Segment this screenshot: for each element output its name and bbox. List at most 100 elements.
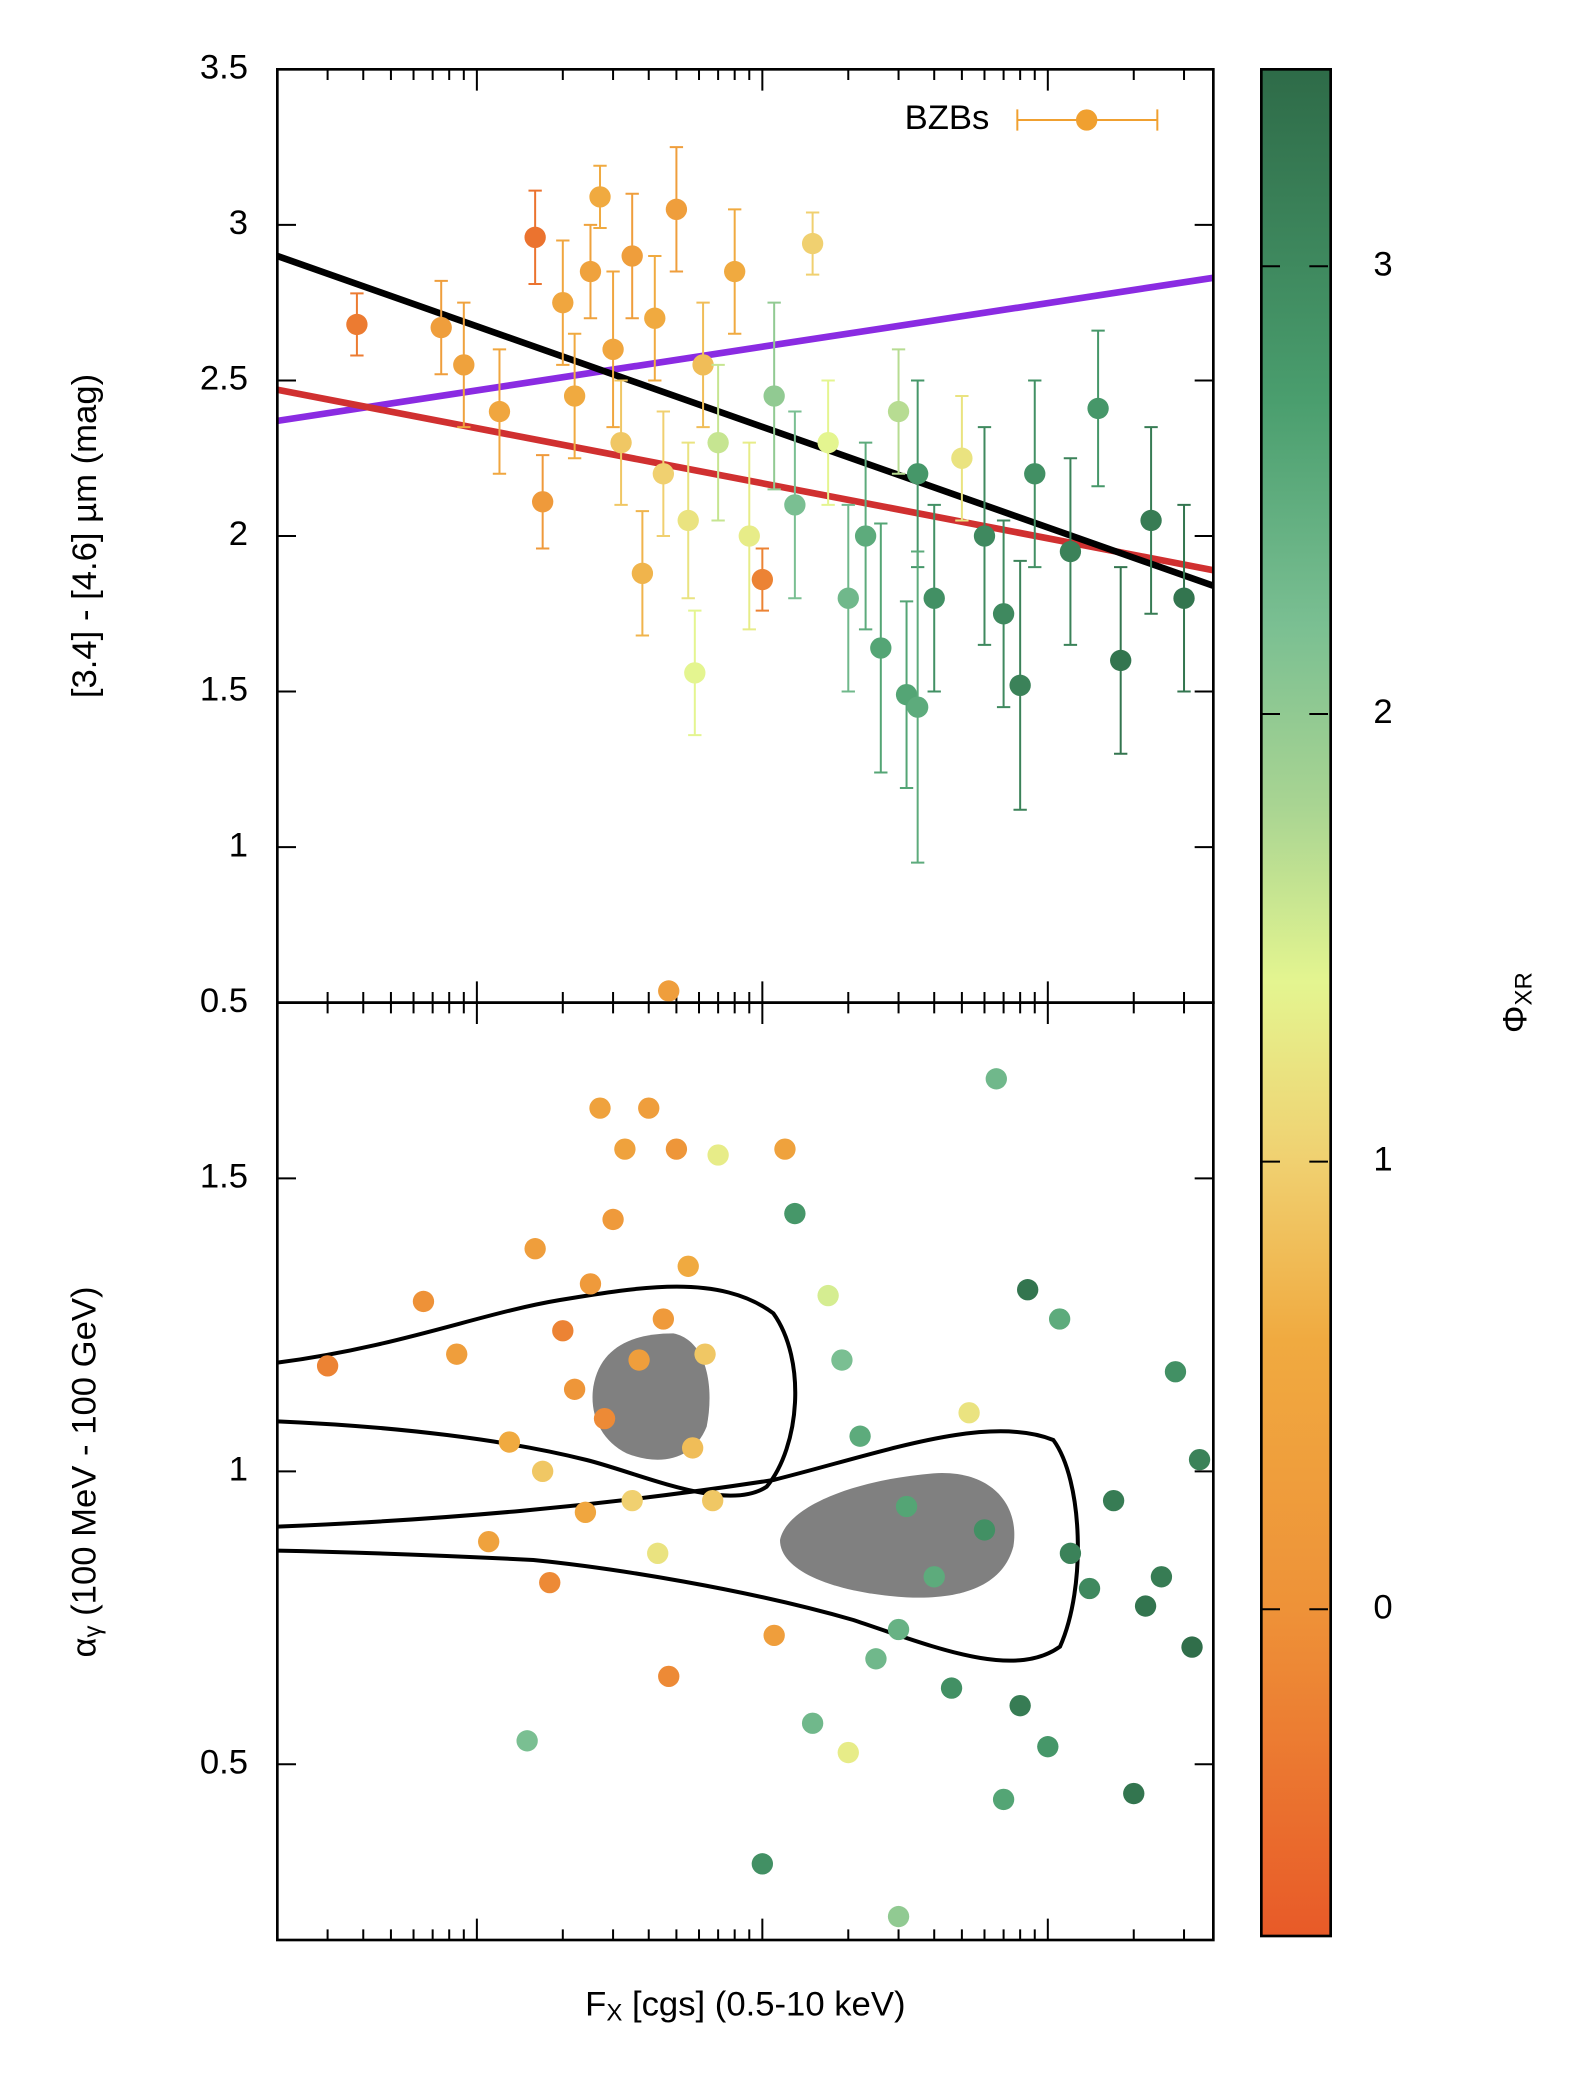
point [652, 1308, 675, 1330]
point [1024, 463, 1046, 485]
point [1037, 1736, 1059, 1758]
point [849, 1425, 871, 1447]
label-part: F [585, 1986, 606, 2024]
point [707, 432, 729, 454]
point [430, 316, 452, 339]
point [887, 1618, 910, 1641]
point [677, 1255, 699, 1277]
y-tick-label: 3 [229, 204, 248, 242]
y-axis-title: [3.4] - [4.6] µm (mag) αγ (100 MeV - 100… [66, 374, 107, 1658]
point [563, 1378, 586, 1400]
fit-line [276, 274, 1214, 425]
point [801, 232, 824, 255]
point [784, 1202, 806, 1225]
point [658, 1665, 680, 1688]
point [614, 1138, 636, 1160]
colorbar-tick-label: 2 [1373, 693, 1392, 731]
point [707, 1144, 729, 1166]
y-tick-label: 1.5 [200, 1158, 248, 1196]
y-tick-label: 0.5 [200, 982, 248, 1020]
point [658, 980, 680, 1002]
y-tick-label: 1 [229, 1450, 248, 1488]
label-part: γ [80, 1625, 107, 1637]
point [1059, 540, 1082, 563]
point [895, 1495, 918, 1518]
point [628, 1349, 650, 1371]
point [593, 1407, 616, 1430]
point [1087, 397, 1109, 420]
point [763, 385, 785, 407]
colorbar-tick-label: 0 [1373, 1588, 1392, 1626]
point [887, 1905, 910, 1928]
point [1150, 1566, 1173, 1588]
label-part: XR [1511, 972, 1538, 1005]
point [1048, 1308, 1071, 1330]
point [552, 292, 574, 314]
point [647, 1542, 669, 1565]
point [763, 1624, 785, 1647]
point [453, 354, 475, 376]
point [574, 1501, 597, 1524]
point [1059, 1542, 1082, 1565]
x-axis-label: FX [cgs] (0.5-10 keV) [585, 1986, 905, 2027]
point [579, 1273, 602, 1295]
point [702, 1489, 724, 1512]
point [316, 1355, 339, 1377]
point [602, 338, 624, 360]
point [1110, 649, 1132, 672]
point [1140, 509, 1162, 532]
density-peaks [592, 1333, 1015, 1598]
point [1017, 1279, 1039, 1301]
label-part: [cgs] (0.5-10 keV) [622, 1986, 905, 2024]
point [652, 463, 675, 485]
point [973, 1519, 996, 1541]
legend-symbol [1076, 109, 1098, 131]
label-part: Φ [1496, 1006, 1534, 1034]
colorbar [1260, 68, 1332, 1938]
point [751, 1853, 774, 1875]
point [724, 260, 746, 283]
point [589, 186, 611, 208]
point [1181, 1636, 1203, 1658]
point [985, 1068, 1007, 1090]
point [738, 525, 760, 547]
point [992, 603, 1015, 625]
point [992, 1788, 1015, 1811]
point [1173, 587, 1195, 609]
point [531, 491, 554, 513]
point [524, 226, 546, 248]
point [940, 1677, 963, 1699]
point [589, 1097, 611, 1119]
y-axis-label: αγ (100 MeV - 100 GeV) [66, 1286, 107, 1657]
point [692, 354, 714, 376]
point [923, 1566, 945, 1588]
point [1188, 1448, 1211, 1471]
point [539, 1571, 561, 1594]
point [638, 1097, 660, 1119]
point [784, 494, 806, 516]
y-tick-label: 0.5 [200, 1743, 248, 1781]
plot-frame [275, 1001, 1215, 1942]
fit-line [276, 252, 1215, 589]
point [837, 587, 859, 609]
point [831, 1349, 853, 1371]
label-part: α [66, 1637, 104, 1657]
point [1123, 1782, 1145, 1805]
point [1009, 674, 1031, 696]
point [1134, 1595, 1157, 1617]
point [684, 662, 706, 684]
point [906, 696, 929, 718]
point [774, 1138, 796, 1160]
y-axis-label: [3.4] - [4.6] µm (mag) [66, 374, 104, 698]
point [552, 1320, 574, 1342]
y-tick-label: 1.5 [200, 671, 248, 709]
density-contours [277, 1284, 1080, 1663]
point [865, 1648, 887, 1670]
colorbar-tick-label: 3 [1373, 245, 1392, 283]
point [958, 1402, 980, 1424]
point [1164, 1361, 1187, 1383]
y-tick-label: 2 [229, 515, 248, 553]
y-tick-label: 3.5 [200, 48, 248, 86]
point [751, 568, 774, 591]
